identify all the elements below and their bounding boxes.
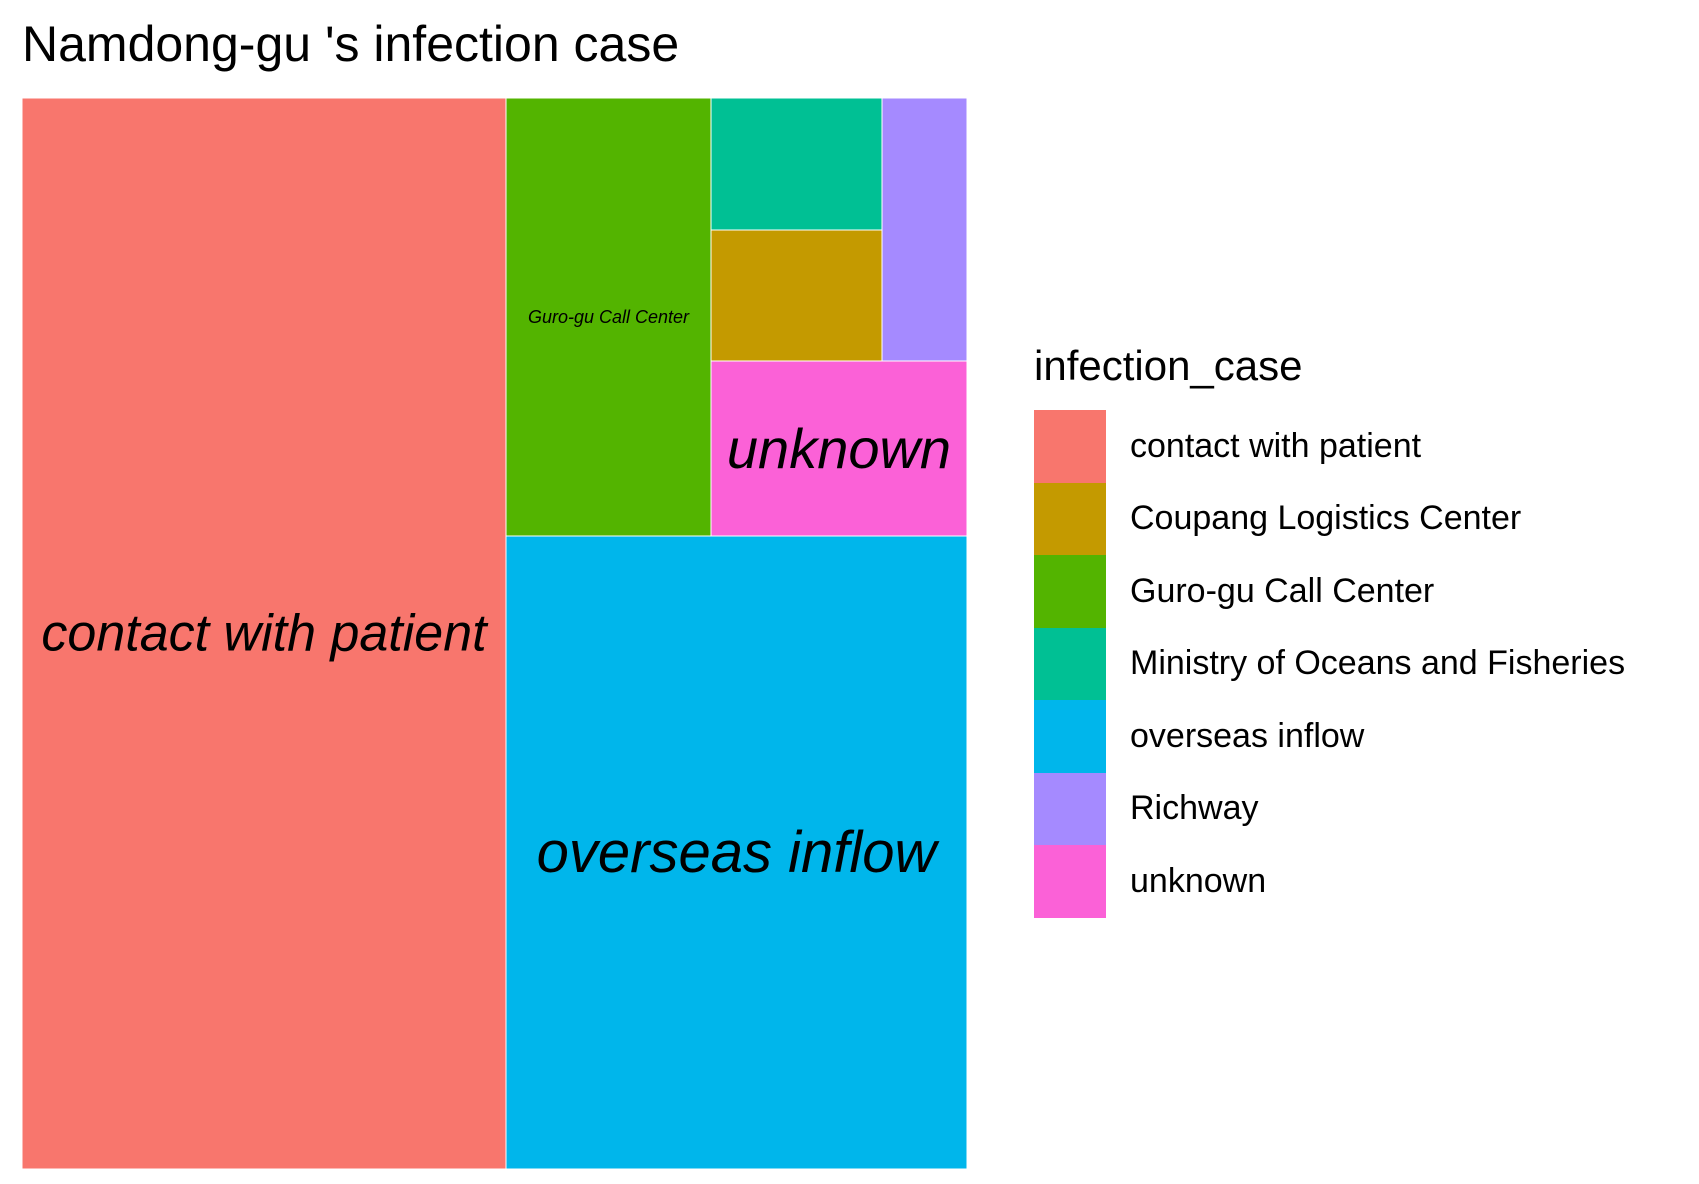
legend-item-guro-gu-call-center: Guro-gu Call Center <box>1034 555 1625 628</box>
legend-title: infection_case <box>1034 342 1303 389</box>
treemap-tile-coupang-logistics-center <box>710 229 883 362</box>
chart-title: Namdong-gu 's infection case <box>22 16 680 72</box>
legend-label: Richway <box>1130 789 1259 828</box>
legend-item-richway: Richway <box>1034 772 1625 845</box>
treemap-label-unknown: unknown <box>727 417 951 480</box>
legend-label: contact with patient <box>1130 426 1422 465</box>
treemap-label-guro-gu-call-center: Guro-gu Call Center <box>528 307 690 327</box>
legend: infection_case contact with patient Coupa… <box>1034 340 1625 918</box>
treemap-tile-guro-gu-call-center <box>505 97 712 537</box>
legend-swatch <box>1034 627 1106 700</box>
legend-items: contact with patient Coupang Logistics Ce… <box>1034 410 1625 918</box>
legend-label: Guro-gu Call Center <box>1130 571 1435 610</box>
legend-swatch <box>1034 410 1106 483</box>
treemap-label-overseas-inflow: overseas inflow <box>537 820 940 885</box>
legend-swatch <box>1034 700 1106 773</box>
treemap-tile-ministry-of-oceans-and-fisheries <box>710 97 883 231</box>
legend-label: Ministry of Oceans and Fisheries <box>1130 644 1626 683</box>
treemap-label-contact-with-patient: contact with patient <box>41 605 489 663</box>
legend-item-contact-with-patient: contact with patient <box>1034 410 1625 483</box>
treemap-tile-richway <box>881 97 968 362</box>
legend-item-overseas-inflow: overseas inflow <box>1034 700 1625 773</box>
legend-item-ministry-of-oceans-and-fisheries: Ministry of Oceans and Fisheries <box>1034 627 1626 700</box>
treemap-tile-overseas-inflow <box>505 535 968 1170</box>
legend-swatch <box>1034 482 1106 555</box>
legend-item-coupang-logistics-center: Coupang Logistics Center <box>1034 482 1625 555</box>
legend-swatch <box>1034 772 1106 845</box>
legend-label: unknown <box>1130 861 1267 900</box>
legend-swatch <box>1034 555 1106 628</box>
legend-label: Coupang Logistics Center <box>1130 499 1522 538</box>
treemap-tile-unknown <box>710 360 968 537</box>
legend-swatch <box>1034 845 1106 918</box>
legend-item-unknown: unknown <box>1034 845 1625 918</box>
legend-label: overseas inflow <box>1130 716 1365 755</box>
treemap-tile-contact-with-patient <box>21 97 507 1170</box>
